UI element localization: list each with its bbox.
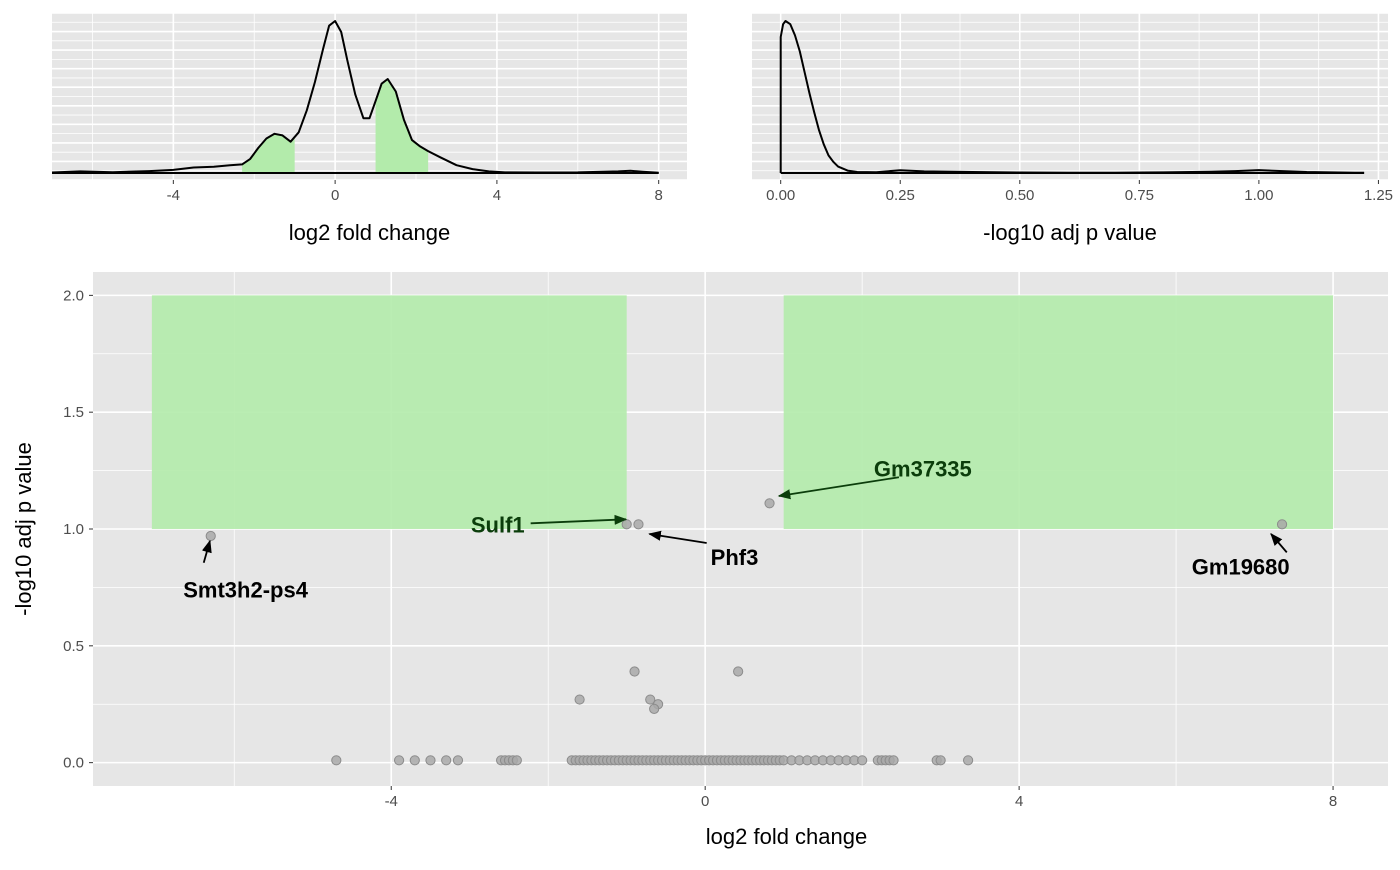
volcano-highlight-region-0: [151, 295, 627, 529]
density_p-x-axis-title: -log10 adj p value: [983, 220, 1157, 245]
density_fc-x-tick-label: 0: [331, 187, 339, 204]
gene-label-gm37335: Gm37335: [874, 456, 972, 481]
gene-label-segment: [648, 530, 707, 544]
density_fc-x-tick-label: 8: [655, 187, 663, 204]
gene-label-segment: [777, 476, 900, 500]
volcano-y-tick-label: 1.5: [63, 404, 84, 421]
gene-label-segment: [530, 514, 628, 525]
volcano-x-tick-label: 0: [701, 793, 709, 810]
volcano-point: [935, 755, 946, 766]
volcano-point: [511, 755, 522, 766]
volcano-point: [629, 666, 640, 677]
volcano-y-tick-label: 1.0: [63, 521, 84, 538]
volcano-y-tick-label: 0.0: [63, 755, 84, 772]
volcano-x-tick-label: -4: [385, 793, 398, 810]
gene-label-sulf1: Sulf1: [471, 512, 525, 537]
volcano-point: [574, 694, 585, 705]
volcano-point: [441, 755, 452, 766]
volcano-x-tick-label: 4: [1015, 793, 1023, 810]
density_p-x-tick-label: 0.50: [1005, 187, 1034, 204]
gene-label-phf3: Phf3: [711, 545, 759, 570]
gene-label-gm19680: Gm19680: [1192, 554, 1290, 579]
volcano-point: [621, 519, 632, 530]
volcano-y-tick-label: 0.5: [63, 638, 84, 655]
volcano-highlight-region-1: [783, 295, 1334, 529]
density_fc-panel: -4 0 4 8 log2 fold change: [51, 12, 687, 245]
volcano-point: [963, 755, 974, 766]
density_fc-x-tick-label: 4: [493, 187, 501, 204]
volcano-x-tick-label: 8: [1329, 793, 1337, 810]
volcano-point: [764, 498, 775, 509]
density_fc-x-axis-title: log2 fold change: [289, 220, 450, 245]
density_p-x-tick-label: 0.25: [886, 187, 915, 204]
density_p-density-curve: [779, 20, 1365, 174]
density_p-x-tick-label: 1.25: [1364, 187, 1393, 204]
density_p-x-tick-label: 0.75: [1125, 187, 1154, 204]
volcano-point: [857, 755, 868, 766]
volcano-panel: Smt3h2-ps4 Sulf1 Phf3 Gm37335 Gm19680 -4 0 4 8 0.…: [11, 272, 1388, 849]
density_p-x-tick-label: 0.00: [766, 187, 795, 204]
density_fc-x-tick-label: -4: [167, 187, 180, 204]
volcano-point: [425, 755, 436, 766]
volcano-point: [645, 694, 656, 705]
volcano-point: [205, 530, 216, 542]
gene-label-segment: [1270, 533, 1288, 553]
density_fc-shade-region-1: [375, 79, 429, 173]
volcano-point: [452, 755, 464, 766]
volcano-point: [1276, 519, 1288, 530]
density_fc-shade-region-0: [242, 133, 295, 173]
gene-label-smt3h2-ps4: Smt3h2-ps4: [183, 578, 308, 603]
volcano-point: [393, 755, 405, 766]
volcano-x-axis-title: log2 fold change: [706, 824, 867, 849]
volcano-point: [409, 755, 420, 766]
volcano-point: [888, 755, 899, 766]
volcano-point: [633, 519, 644, 530]
density_fc-density-curve: [51, 20, 659, 174]
volcano-point: [331, 755, 342, 766]
volcano-y-axis-title: -log10 adj p value: [11, 442, 36, 616]
volcano-point: [733, 666, 744, 677]
gene-label-segment: [201, 539, 212, 563]
volcano-y-tick-label: 2.0: [63, 287, 84, 304]
density_p-x-tick-label: 1.00: [1244, 187, 1273, 204]
volcano-point: [649, 703, 660, 715]
density_p-panel: 0.00 0.25 0.50 0.75 1.00 1.25 -log10 adj p val…: [752, 12, 1393, 245]
